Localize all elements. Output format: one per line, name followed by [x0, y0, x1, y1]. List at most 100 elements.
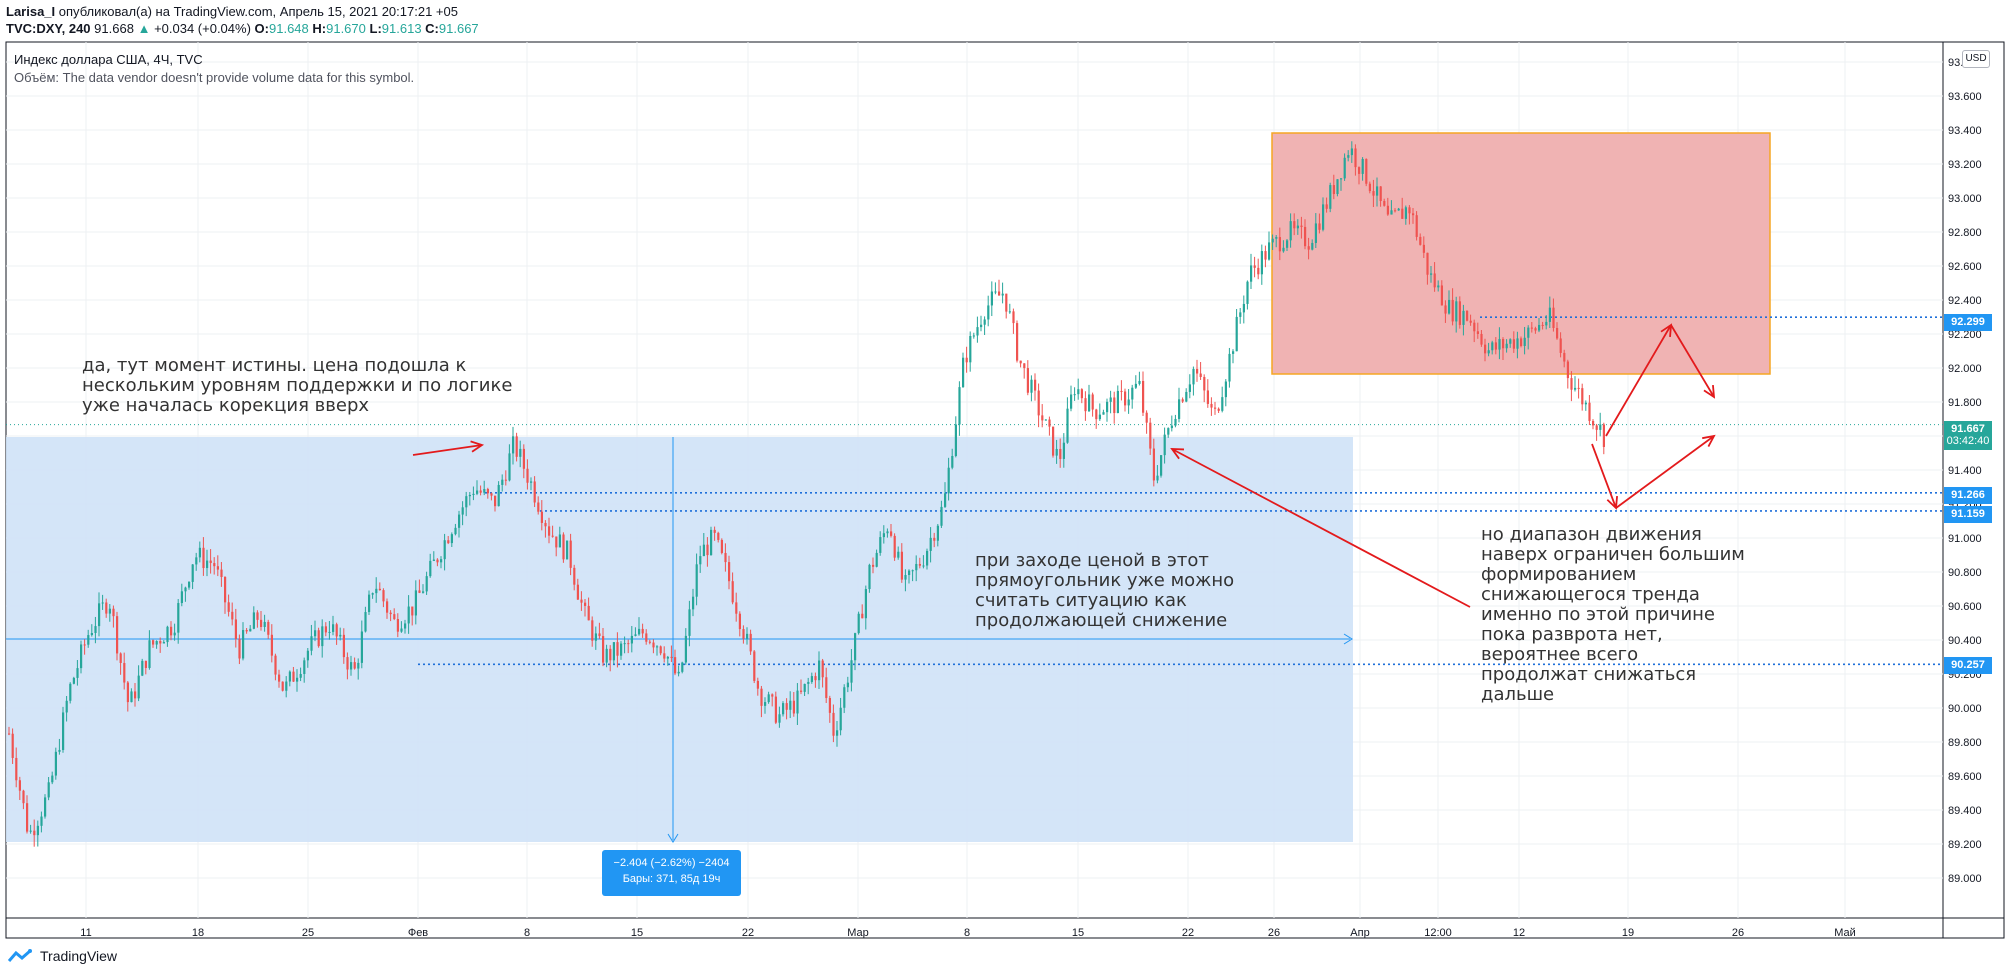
x-tick-label: 15: [631, 927, 643, 939]
measure-change: −2.404 (−2.62%) −2404: [613, 857, 730, 869]
candle-body: [897, 551, 900, 558]
candle-body: [1412, 213, 1415, 216]
candle-body: [1433, 273, 1436, 288]
candle-body: [191, 564, 194, 582]
candle-body: [634, 634, 637, 636]
candle-body: [425, 576, 428, 592]
candle-body: [407, 606, 410, 624]
candle-body: [814, 676, 817, 681]
candle-body: [753, 651, 756, 681]
x-tick-label: 15: [1072, 927, 1084, 939]
candle-body: [458, 514, 461, 528]
candle-body: [1152, 448, 1155, 481]
candle-body: [1073, 394, 1076, 396]
candle-body: [1048, 419, 1051, 427]
candle-body: [692, 596, 695, 610]
candle-body: [580, 599, 583, 603]
candle-body: [1167, 428, 1170, 435]
candle-body: [918, 563, 921, 566]
candle-body: [936, 525, 939, 541]
candle-body: [1318, 223, 1321, 230]
candle-body: [1203, 376, 1206, 391]
candle-body: [231, 611, 234, 620]
candle-body: [864, 589, 867, 619]
price-tag-92299: 92.299: [1944, 314, 1992, 331]
x-tick-label: 26: [1732, 927, 1744, 939]
candle-body: [1019, 360, 1022, 364]
candle-body: [134, 691, 137, 699]
candle-body: [1142, 380, 1145, 413]
candle-body: [1268, 242, 1271, 260]
candle-body: [1282, 247, 1285, 252]
candle-body: [1160, 455, 1163, 476]
candle-body: [101, 602, 104, 604]
candle-body: [666, 656, 669, 659]
annotation-top-left: да, тут момент истины. цена подошла к не…: [82, 355, 513, 416]
candle-body: [584, 602, 587, 606]
candle-body: [83, 644, 86, 646]
candle-body: [51, 775, 54, 783]
candle-body: [418, 590, 421, 593]
candle-body: [1206, 390, 1209, 404]
x-tick-label: 12: [1513, 927, 1525, 939]
candle-body: [998, 291, 1001, 296]
candle-body: [332, 624, 335, 632]
arrow-up-from-91159: [1615, 435, 1715, 509]
candle-body: [1530, 327, 1533, 329]
candle-body: [648, 641, 651, 643]
candle-body: [1372, 191, 1375, 196]
tradingview-footer[interactable]: TradingView: [8, 948, 117, 964]
candle-body: [148, 640, 151, 668]
candle-body: [245, 630, 248, 632]
y-tick-label: 93.200: [1948, 159, 1982, 171]
candle-body: [1185, 391, 1188, 402]
candle-body: [796, 690, 799, 714]
candle-body: [184, 587, 187, 592]
candle-body: [1365, 158, 1368, 184]
y-tick-label: 90.800: [1948, 567, 1982, 579]
candle-body: [339, 634, 342, 637]
candle-body: [1422, 244, 1425, 253]
candle-body: [1430, 273, 1433, 275]
candle-body: [1480, 333, 1483, 345]
candle-body: [774, 696, 777, 723]
candle-body: [857, 613, 860, 634]
candle-body: [1509, 339, 1512, 344]
price-tag-91159: 91.159: [1944, 506, 1992, 523]
candle-body: [1052, 426, 1055, 456]
candle-body: [202, 547, 205, 569]
candle-body: [429, 560, 432, 577]
candle-body: [623, 643, 626, 645]
candle-body: [141, 660, 144, 676]
candle-body: [306, 650, 309, 661]
candle-body: [274, 655, 277, 675]
candle-body: [1084, 398, 1087, 412]
currency-badge[interactable]: USD: [1962, 50, 1990, 68]
candle-body: [1487, 350, 1490, 354]
candle-body: [713, 529, 716, 533]
candle-body: [972, 335, 975, 337]
candle-body: [576, 584, 579, 600]
up-arrow-icon: ▲: [137, 21, 151, 36]
candle-body: [15, 757, 18, 781]
candle-body: [1016, 323, 1019, 361]
candle-body: [44, 797, 47, 817]
candle-body: [1595, 425, 1598, 430]
candle-body: [994, 291, 997, 293]
candle-body: [1386, 205, 1389, 215]
candle-body: [681, 662, 684, 672]
candle-body: [731, 581, 734, 603]
candle-body: [1044, 419, 1047, 421]
candle-body: [670, 656, 673, 658]
candle-body: [1127, 399, 1130, 406]
arrow-down-to-91159: [1591, 443, 1617, 509]
candle-body: [1599, 424, 1602, 430]
candle-body: [987, 305, 990, 320]
x-tick-label: 25: [302, 927, 314, 939]
candle-body: [317, 630, 320, 647]
candle-body: [951, 455, 954, 468]
candle-body: [1289, 221, 1292, 241]
candle-body: [65, 700, 68, 713]
author-name[interactable]: Larisa_I: [6, 4, 56, 19]
